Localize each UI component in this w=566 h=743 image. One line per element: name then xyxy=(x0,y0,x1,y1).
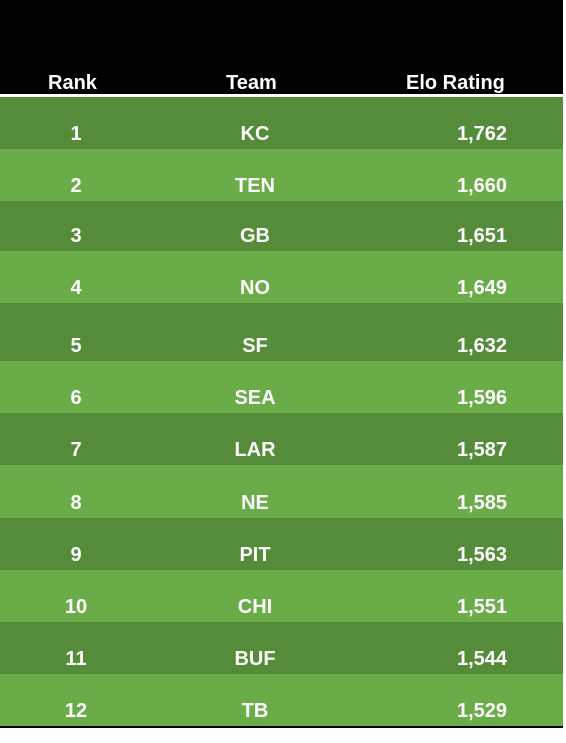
table-row: 11 BUF 1,544 xyxy=(0,622,563,674)
rank-cell: 10 xyxy=(64,596,88,618)
rank-cell: 3 xyxy=(70,225,82,247)
table-row: 1 KC 1,762 xyxy=(0,97,563,149)
header-team: Team xyxy=(226,72,277,94)
team-cell: BUF xyxy=(234,648,276,670)
table-row: 10 CHI 1,551 xyxy=(0,570,563,622)
elo-rating-cell: 1,596 xyxy=(456,387,508,409)
elo-rating-cell: 1,544 xyxy=(456,648,508,670)
rank-cell: 7 xyxy=(70,439,82,461)
table-row: 12 TB 1,529 xyxy=(0,674,563,726)
rank-cell: 1 xyxy=(70,123,82,145)
team-cell: PIT xyxy=(239,544,271,566)
team-cell: TEN xyxy=(235,175,275,197)
team-cell: SF xyxy=(242,335,268,357)
table-row: 2 TEN 1,660 xyxy=(0,149,563,201)
table-row: 4 NO 1,649 xyxy=(0,251,563,303)
table-row: 8 NE 1,585 xyxy=(0,465,563,518)
elo-rating-cell: 1,632 xyxy=(456,335,508,357)
elo-rating-cell: 1,649 xyxy=(456,277,508,299)
elo-rating-cell: 1,587 xyxy=(456,439,508,461)
team-cell: LAR xyxy=(234,439,276,461)
team-cell: NE xyxy=(241,492,269,514)
elo-rating-cell: 1,585 xyxy=(456,492,508,514)
rank-cell: 8 xyxy=(70,492,82,514)
rank-cell: 9 xyxy=(70,544,82,566)
elo-rating-cell: 1,529 xyxy=(456,700,508,722)
rank-cell: 2 xyxy=(70,175,82,197)
team-cell: TB xyxy=(241,700,269,722)
team-cell: CHI xyxy=(237,596,273,618)
rank-cell: 12 xyxy=(64,700,88,722)
table-row: 9 PIT 1,563 xyxy=(0,518,563,570)
table-body: 1 KC 1,762 2 TEN 1,660 3 GB 1,651 4 NO 1,649 5 SF 1,63… xyxy=(0,97,563,726)
rank-cell: 11 xyxy=(65,648,87,670)
elo-rating-cell: 1,651 xyxy=(456,225,508,247)
team-cell: SEA xyxy=(234,387,276,409)
team-cell: KC xyxy=(240,123,270,145)
table-header: Rank Team Elo Rating xyxy=(0,0,563,94)
team-cell: NO xyxy=(240,277,270,299)
rank-cell: 6 xyxy=(70,387,82,409)
elo-rating-cell: 1,660 xyxy=(456,175,508,197)
team-cell: GB xyxy=(240,225,270,247)
elo-rating-cell: 1,762 xyxy=(456,123,508,145)
header-divider xyxy=(0,94,563,97)
header-elo-rating: Elo Rating xyxy=(406,72,505,94)
table-row: 5 SF 1,632 xyxy=(0,303,563,361)
table-row: 7 LAR 1,587 xyxy=(0,413,563,465)
header-rank: Rank xyxy=(48,72,97,94)
elo-rating-cell: 1,563 xyxy=(456,544,508,566)
table-row: 3 GB 1,651 xyxy=(0,201,563,251)
rank-cell: 5 xyxy=(70,335,82,357)
elo-ratings-table: Rank Team Elo Rating 1 KC 1,762 2 TEN 1,660 3 G… xyxy=(0,0,563,728)
elo-rating-cell: 1,551 xyxy=(456,596,508,618)
table-row: 6 SEA 1,596 xyxy=(0,361,563,413)
rank-cell: 4 xyxy=(70,277,82,299)
